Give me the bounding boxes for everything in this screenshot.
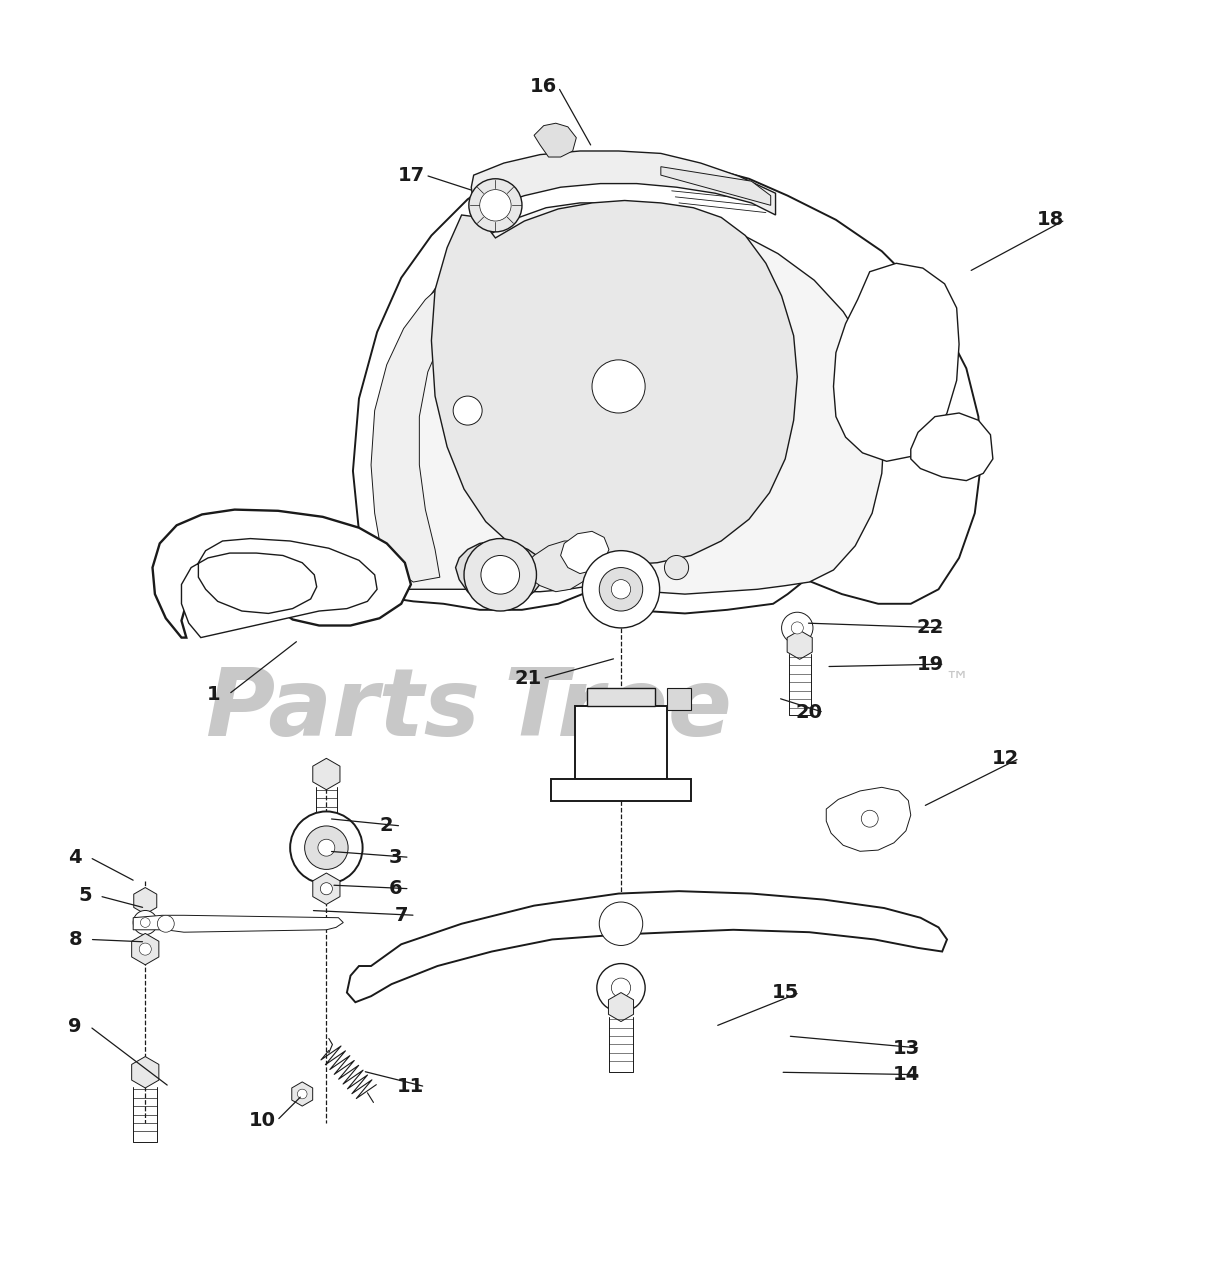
Circle shape	[297, 1089, 307, 1098]
Circle shape	[611, 978, 631, 997]
Text: 3: 3	[388, 847, 402, 867]
Text: ™: ™	[945, 671, 969, 694]
Text: Tree: Tree	[503, 664, 733, 756]
Circle shape	[597, 964, 645, 1012]
Circle shape	[665, 556, 689, 580]
Text: 20: 20	[796, 703, 822, 722]
Circle shape	[592, 360, 645, 413]
Text: 15: 15	[771, 983, 799, 1002]
Polygon shape	[522, 541, 604, 591]
Polygon shape	[432, 201, 797, 566]
Polygon shape	[182, 539, 377, 637]
Polygon shape	[833, 264, 959, 461]
Polygon shape	[551, 778, 691, 800]
Circle shape	[158, 915, 175, 932]
Text: 18: 18	[1037, 210, 1065, 229]
Circle shape	[469, 179, 522, 232]
Polygon shape	[375, 204, 884, 594]
Polygon shape	[133, 915, 343, 932]
Circle shape	[318, 840, 335, 856]
Text: 13: 13	[893, 1038, 919, 1057]
Circle shape	[465, 539, 536, 611]
Circle shape	[781, 612, 813, 644]
Circle shape	[861, 810, 878, 827]
Polygon shape	[911, 413, 993, 480]
Text: 14: 14	[893, 1065, 919, 1084]
Circle shape	[454, 396, 482, 425]
Polygon shape	[353, 155, 981, 613]
Text: 10: 10	[249, 1111, 275, 1130]
Circle shape	[611, 580, 631, 599]
Polygon shape	[587, 689, 655, 707]
Text: 2: 2	[380, 817, 393, 836]
Text: 22: 22	[917, 618, 944, 637]
Circle shape	[141, 918, 150, 928]
Polygon shape	[371, 264, 475, 582]
Text: 1: 1	[207, 685, 221, 704]
Polygon shape	[347, 891, 947, 1002]
Circle shape	[290, 812, 363, 884]
Polygon shape	[560, 531, 609, 573]
Text: 12: 12	[991, 749, 1019, 768]
Circle shape	[304, 826, 348, 869]
Polygon shape	[456, 541, 546, 607]
Text: 21: 21	[514, 669, 542, 689]
Polygon shape	[667, 689, 691, 710]
Circle shape	[133, 910, 158, 934]
Text: 9: 9	[68, 1016, 82, 1036]
Polygon shape	[826, 787, 911, 851]
Polygon shape	[472, 151, 775, 215]
Polygon shape	[534, 123, 576, 157]
Text: 5: 5	[78, 887, 92, 905]
Text: 7: 7	[394, 906, 408, 924]
Text: 8: 8	[68, 931, 82, 948]
Polygon shape	[153, 509, 411, 637]
Circle shape	[599, 902, 643, 946]
Text: Parts: Parts	[205, 664, 479, 756]
Circle shape	[582, 550, 660, 628]
Text: 19: 19	[917, 654, 944, 673]
Text: 17: 17	[398, 165, 425, 184]
Text: 4: 4	[68, 847, 82, 867]
Text: 16: 16	[530, 78, 557, 96]
Circle shape	[791, 622, 803, 634]
Circle shape	[320, 883, 332, 895]
Circle shape	[480, 556, 519, 594]
Polygon shape	[575, 707, 667, 778]
Polygon shape	[661, 166, 770, 205]
Text: 11: 11	[398, 1078, 425, 1096]
Text: 6: 6	[388, 879, 402, 899]
Circle shape	[139, 943, 152, 955]
Circle shape	[479, 189, 511, 221]
Circle shape	[599, 567, 643, 611]
